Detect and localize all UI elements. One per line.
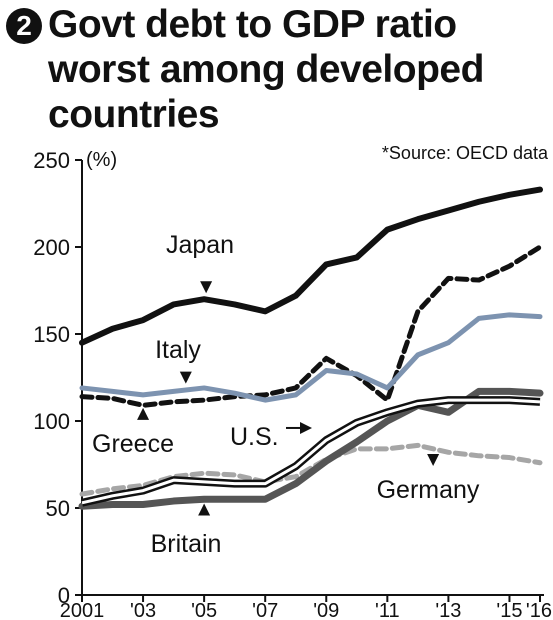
y-tick-label: 200 (33, 235, 70, 260)
label-germany: Germany (377, 476, 480, 504)
x-tick-label: '16 (526, 600, 552, 620)
y-tick-label: 250 (33, 148, 70, 173)
label-britain: Britain (151, 530, 222, 558)
pointer-italy (179, 371, 192, 384)
pointer-japan (200, 281, 213, 294)
figure-number-badge: 2 (6, 8, 42, 44)
y-tick-label: 0 (58, 583, 70, 608)
y-tick-label: 150 (33, 322, 70, 347)
x-tick-label: '09 (313, 600, 339, 620)
y-tick-label: 100 (33, 409, 70, 434)
pointer-us (300, 421, 312, 434)
chart-title: Govt debt to GDP ratio worst among devel… (48, 3, 484, 136)
pointer-germany (427, 454, 440, 467)
label-italy: Italy (155, 336, 201, 364)
y-axis-unit: (%) (86, 149, 117, 171)
x-tick-label: '03 (130, 600, 156, 620)
pointer-greece (137, 407, 150, 420)
x-tick-label: '15 (496, 600, 522, 620)
x-tick-label: '07 (252, 600, 278, 620)
series-line-us-inner (81, 398, 541, 505)
pointer-britain (198, 503, 211, 516)
x-tick-label: 2001 (60, 600, 105, 620)
label-us: U.S. (230, 423, 279, 451)
x-tick-label: '11 (375, 600, 400, 620)
source-note: *Source: OECD data (382, 143, 549, 163)
label-japan: Japan (166, 231, 234, 259)
y-tick-label: 50 (46, 496, 70, 521)
label-greece: Greece (92, 430, 174, 458)
chart-header: 2 Govt debt to GDP ratio worst among dev… (6, 2, 551, 137)
series-line-japan (79, 186, 543, 346)
series-line-italy (79, 312, 543, 403)
series-line-greece (79, 244, 543, 408)
x-tick-label: '13 (435, 600, 461, 620)
x-tick-label: '05 (191, 600, 217, 620)
